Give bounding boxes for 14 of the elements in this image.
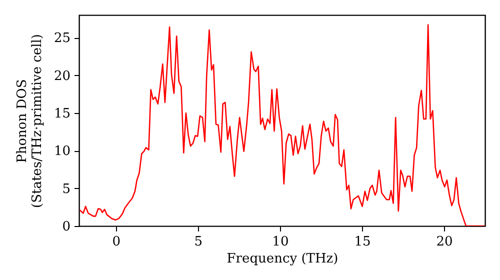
- x-tick-label: 15: [354, 234, 371, 250]
- x-axis-title: Frequency (THz): [226, 252, 338, 266]
- x-tick-label: 10: [272, 234, 289, 250]
- y-tick-label: 20: [54, 68, 70, 84]
- y-tick-label: 0: [62, 220, 70, 234]
- y-tick-label: 10: [54, 144, 70, 160]
- y-tick-label: 25: [54, 31, 70, 46]
- y-tick-label: 5: [62, 182, 70, 197]
- y-tick-label: 15: [54, 106, 70, 122]
- x-tick-label: 5: [194, 234, 203, 250]
- y-axis-title: Phonon DOS (States/THz·primitive cell): [14, 34, 45, 208]
- x-tick-label: 20: [436, 234, 453, 250]
- line-series: [79, 24, 485, 226]
- x-tick-label: 0: [112, 234, 121, 250]
